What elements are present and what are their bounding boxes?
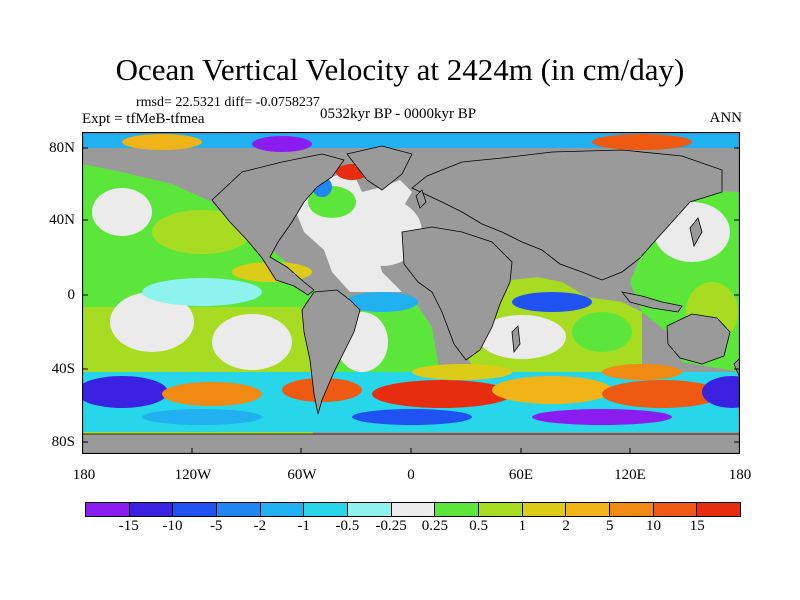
colorbar-box-2: [172, 502, 218, 517]
land-new-zealand: [733, 357, 740, 379]
land-greenland: [346, 145, 413, 191]
colorbar-box-11: [565, 502, 611, 517]
land-indonesia: [621, 291, 683, 313]
land-africa: [401, 226, 513, 361]
colorbar: [85, 502, 742, 517]
colorbar-label: 5: [606, 518, 614, 534]
colorbar-label: 15: [689, 518, 705, 534]
colorbar-box-7: [390, 502, 436, 517]
land-madagascar: [511, 325, 521, 354]
colorbar-box-0: [85, 502, 130, 517]
land-south-america: [301, 289, 361, 415]
lon-label-0: 0: [407, 467, 415, 483]
lat-label-40n: 40N: [49, 212, 75, 228]
land-north-america: [211, 153, 345, 296]
colorbar-label: -0.5: [335, 518, 360, 534]
colorbar-box-12: [609, 502, 654, 517]
colorbar-box-14: [696, 502, 742, 517]
land-uk: [415, 189, 427, 209]
season-label: ANN: [709, 110, 743, 126]
colorbar-label: 1: [518, 518, 527, 534]
colorbar-label: 2: [562, 518, 570, 534]
colorbar-label: -10: [162, 518, 183, 534]
land-eurasia: [411, 149, 723, 281]
colorbar-label: -0.25: [375, 518, 407, 534]
colorbar-box-6: [347, 502, 392, 517]
lat-label-80s: 80S: [51, 434, 75, 450]
colorbar-label: -15: [118, 518, 139, 534]
lon-label-60e: 60E: [508, 467, 534, 483]
lat-label-80n: 80N: [49, 140, 75, 156]
land-australia: [666, 313, 731, 365]
colorbar-label: -2: [253, 518, 267, 534]
colorbar-box-13: [652, 502, 698, 517]
colorbar-box-3: [216, 502, 261, 517]
colorbar-box-1: [128, 502, 174, 517]
experiment-label: Expt = tfMeB-tfmea: [82, 111, 205, 127]
land-masses: [82, 145, 740, 454]
colorbar-box-9: [478, 502, 523, 517]
colorbar-label: 0.25: [421, 518, 448, 534]
map-title: Ocean Vertical Velocity at 2424m (in cm/…: [115, 52, 685, 87]
anomaly-patches: [82, 134, 740, 425]
lon-label-120w: 120W: [174, 467, 212, 483]
land-japan: [689, 217, 703, 248]
colorbar-label: 10: [646, 518, 662, 534]
colorbar-label: 0.5: [469, 518, 488, 534]
colorbar-box-8: [434, 502, 480, 517]
land-antarctica: [82, 433, 740, 454]
colorbar-box-5: [303, 502, 349, 517]
axis-ticks: [82, 147, 740, 454]
colorbar-label: -5: [209, 518, 223, 534]
lon-label-180w: 180: [72, 467, 96, 483]
lat-label-0: 0: [67, 287, 76, 303]
colorbar-box-10: [521, 502, 567, 517]
period-label: 0532kyr BP - 0000kyr BP: [320, 106, 477, 122]
lon-label-180e: 180: [728, 467, 752, 483]
colorbar-label: -1: [297, 518, 310, 534]
lon-label-120e: 120E: [614, 467, 646, 483]
ocean-velocity-map: [82, 132, 740, 454]
ocean-arctic: [82, 132, 740, 148]
colorbar-box-4: [259, 502, 305, 517]
lon-label-60w: 60W: [287, 467, 317, 483]
rmsd-diff-stats: rmsd= 22.5321 diff= -0.0758237: [136, 95, 320, 110]
lat-label-40s: 40S: [51, 361, 75, 377]
map-panel: [82, 132, 740, 454]
